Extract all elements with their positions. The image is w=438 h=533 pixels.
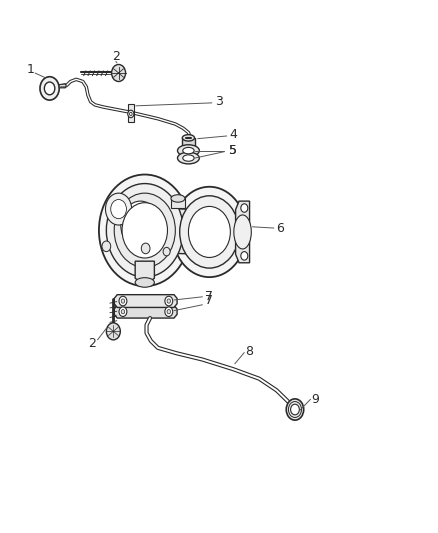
Circle shape <box>114 193 175 268</box>
Polygon shape <box>182 138 194 150</box>
Polygon shape <box>171 198 185 208</box>
Text: 6: 6 <box>276 222 284 235</box>
Circle shape <box>44 82 55 95</box>
Text: 3: 3 <box>215 95 223 108</box>
Circle shape <box>106 183 183 277</box>
Circle shape <box>122 203 167 258</box>
Circle shape <box>128 110 134 118</box>
Polygon shape <box>150 208 204 254</box>
Circle shape <box>172 187 247 277</box>
Text: 2: 2 <box>113 50 120 63</box>
Circle shape <box>119 307 127 317</box>
Ellipse shape <box>183 148 194 154</box>
Text: 5: 5 <box>229 144 237 157</box>
Circle shape <box>241 252 248 260</box>
Circle shape <box>163 247 170 256</box>
Text: 7: 7 <box>205 294 213 307</box>
Text: 5: 5 <box>229 144 237 157</box>
Text: 2: 2 <box>88 336 96 350</box>
Ellipse shape <box>183 155 194 161</box>
Circle shape <box>99 174 191 286</box>
Circle shape <box>286 399 304 420</box>
Text: 1: 1 <box>26 63 34 76</box>
Text: 4: 4 <box>229 128 237 141</box>
Circle shape <box>119 296 127 306</box>
Polygon shape <box>114 305 177 318</box>
Text: 9: 9 <box>311 393 319 406</box>
Circle shape <box>121 201 160 249</box>
Ellipse shape <box>182 135 194 141</box>
Ellipse shape <box>135 278 154 287</box>
Circle shape <box>165 296 173 306</box>
Circle shape <box>106 323 120 340</box>
Polygon shape <box>114 295 177 308</box>
Ellipse shape <box>234 215 251 249</box>
Circle shape <box>106 193 132 225</box>
Polygon shape <box>135 261 154 282</box>
Circle shape <box>180 196 239 268</box>
Circle shape <box>111 199 127 219</box>
Circle shape <box>112 64 126 82</box>
Circle shape <box>241 204 248 212</box>
Ellipse shape <box>177 145 199 157</box>
Ellipse shape <box>177 152 199 164</box>
Circle shape <box>167 310 170 314</box>
Circle shape <box>188 206 230 257</box>
Circle shape <box>290 404 299 415</box>
Text: 7: 7 <box>205 290 213 303</box>
Text: 8: 8 <box>246 345 254 358</box>
Polygon shape <box>236 201 250 263</box>
Circle shape <box>121 310 125 314</box>
Circle shape <box>40 77 59 100</box>
Circle shape <box>141 243 150 254</box>
Ellipse shape <box>171 195 185 202</box>
Circle shape <box>113 192 167 258</box>
Circle shape <box>121 299 125 303</box>
Polygon shape <box>59 84 66 88</box>
Circle shape <box>130 112 132 116</box>
Circle shape <box>165 307 173 317</box>
Circle shape <box>102 241 111 252</box>
Circle shape <box>167 299 170 303</box>
Polygon shape <box>128 104 134 122</box>
